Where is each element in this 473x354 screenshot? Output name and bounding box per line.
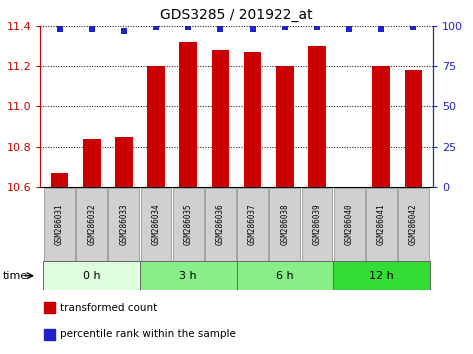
Text: 12 h: 12 h [369, 271, 394, 281]
Bar [140, 188, 172, 261]
Bar [83, 139, 101, 187]
Bar [44, 329, 55, 339]
Text: GSM286032: GSM286032 [87, 203, 96, 245]
Bar [333, 261, 429, 290]
Point [377, 26, 385, 32]
Bar [366, 188, 397, 261]
Text: GSM286037: GSM286037 [248, 203, 257, 245]
Text: 6 h: 6 h [276, 271, 294, 281]
Text: GSM286041: GSM286041 [377, 203, 386, 245]
Text: GSM286040: GSM286040 [345, 203, 354, 245]
Text: time: time [2, 271, 27, 281]
Bar [244, 52, 262, 187]
Bar [211, 50, 229, 187]
Bar [276, 66, 294, 187]
Bar [269, 188, 300, 261]
Bar [173, 188, 204, 261]
Text: GSM286031: GSM286031 [55, 203, 64, 245]
Bar [44, 261, 140, 290]
Bar [308, 46, 326, 187]
Text: 0 h: 0 h [83, 271, 100, 281]
Bar [236, 261, 333, 290]
Text: GSM286039: GSM286039 [313, 203, 322, 245]
Bar [51, 173, 69, 187]
Bar [237, 188, 268, 261]
Bar [147, 66, 165, 187]
Point [184, 25, 192, 30]
Text: percentile rank within the sample: percentile rank within the sample [60, 329, 236, 339]
Point [152, 25, 160, 30]
Bar [108, 188, 140, 261]
Bar [333, 188, 365, 261]
Bar [205, 188, 236, 261]
Bar [372, 66, 390, 187]
Point [345, 26, 353, 32]
Point [313, 25, 321, 30]
Bar [115, 137, 133, 187]
Text: GDS3285 / 201922_at: GDS3285 / 201922_at [160, 8, 313, 22]
Text: GSM286035: GSM286035 [184, 203, 193, 245]
Bar [44, 302, 55, 313]
Text: GSM286036: GSM286036 [216, 203, 225, 245]
Text: GSM286033: GSM286033 [119, 203, 128, 245]
Text: 3 h: 3 h [179, 271, 197, 281]
Bar [301, 188, 333, 261]
Text: GSM286038: GSM286038 [280, 203, 289, 245]
Bar [398, 188, 429, 261]
Point [410, 25, 417, 30]
Point [88, 26, 96, 32]
Point [281, 25, 289, 30]
Text: GSM286034: GSM286034 [151, 203, 160, 245]
Bar [404, 70, 422, 187]
Text: GSM286042: GSM286042 [409, 203, 418, 245]
Text: transformed count: transformed count [60, 303, 158, 313]
Bar [179, 42, 197, 187]
Point [56, 26, 63, 32]
Bar [76, 188, 107, 261]
Point [249, 26, 256, 32]
Point [120, 28, 128, 34]
Point [217, 26, 224, 32]
Bar [140, 261, 236, 290]
Bar [44, 188, 75, 261]
